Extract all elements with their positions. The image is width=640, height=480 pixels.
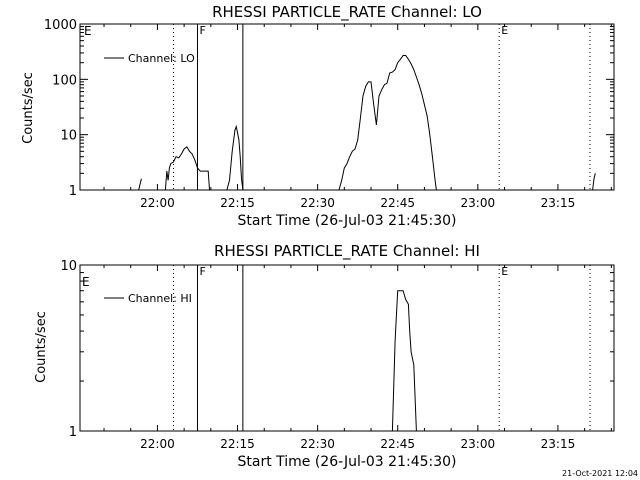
- series-line: [226, 124, 244, 191]
- time-marker-label: E: [501, 265, 508, 278]
- x-tick-label: 22:15: [220, 196, 255, 210]
- y-tick-label: 1: [69, 425, 77, 440]
- x-tick-label: 23:00: [461, 437, 496, 451]
- data-series: [391, 290, 417, 432]
- chart-title: RHESSI PARTICLE_RATE Channel: HI: [214, 242, 480, 261]
- x-tick-label: 22:30: [300, 196, 335, 210]
- x-tick-label: 22:45: [380, 196, 415, 210]
- plot-frame: [79, 264, 615, 432]
- chart-title: RHESSI PARTICLE_RATE Channel: LO: [212, 3, 482, 22]
- x-axis-label: Start Time (26-Jul-03 21:45:30): [237, 213, 456, 229]
- time-marker-label: F: [199, 265, 205, 278]
- x-tick-label: 22:45: [380, 437, 415, 451]
- series-line: [391, 290, 417, 432]
- y-tick-label: 100: [52, 73, 77, 88]
- series-line: [138, 178, 142, 191]
- x-axis-label: Start Time (26-Jul-03 21:45:30): [237, 454, 456, 470]
- series-line: [338, 55, 437, 191]
- corner-label: E: [84, 24, 92, 38]
- y-tick-label: 1: [69, 184, 77, 199]
- legend-label: Channel: LO: [128, 52, 195, 65]
- x-tick-label: 22:30: [300, 437, 335, 451]
- x-tick-label: 23:00: [461, 196, 496, 210]
- axis-ticks: 22:00 22:15 22:30 22:45 23:00 23:15 1 10: [60, 259, 614, 451]
- axis-ticks: 22:00 22:15 22:30 22:45 23:00 23:15 1 10 100 1000: [44, 18, 614, 210]
- time-marker-label: E: [501, 24, 508, 37]
- corner-label: E: [82, 275, 90, 289]
- y-tick-label: 10: [60, 129, 77, 144]
- legend-label: Channel: HI: [128, 292, 192, 305]
- chart-hi: RHESSI PARTICLE_RATE Channel: HI Start T…: [34, 242, 615, 470]
- y-axis-label: Counts/sec: [21, 72, 36, 144]
- x-tick-label: 23:15: [541, 437, 576, 451]
- y-tick-label: 10: [60, 259, 77, 274]
- data-series: [138, 55, 596, 191]
- plot-frame: [79, 23, 615, 191]
- series-line: [592, 173, 596, 191]
- x-tick-label: 22:15: [220, 437, 255, 451]
- x-tick-label: 22:00: [140, 196, 175, 210]
- render-timestamp: 21-Oct-2021 12:04: [562, 469, 638, 478]
- y-axis-label: Counts/sec: [34, 311, 49, 383]
- x-tick-label: 23:15: [541, 196, 576, 210]
- series-line: [164, 146, 210, 191]
- time-marker-label: F: [199, 24, 205, 37]
- x-tick-label: 22:00: [140, 437, 175, 451]
- y-tick-label: 1000: [44, 18, 77, 33]
- chart-lo: RHESSI PARTICLE_RATE Channel: LO Start T…: [21, 3, 615, 229]
